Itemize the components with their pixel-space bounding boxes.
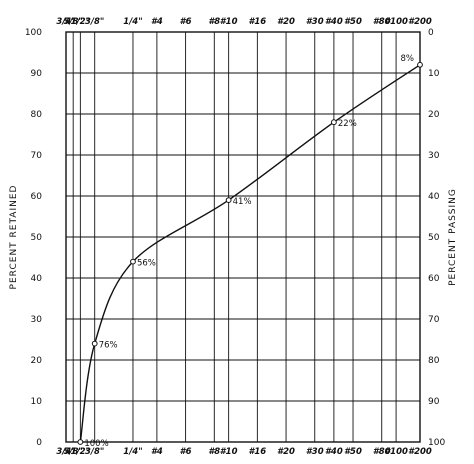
data-label: 76% <box>99 341 118 351</box>
sieve-label-top: 1/4" <box>123 17 142 27</box>
sieve-label-bottom: #4 <box>151 447 163 457</box>
y-tick-left: 60 <box>31 192 43 202</box>
sieve-label-top: #40 <box>325 17 343 27</box>
sieve-label-top: #10 <box>220 17 238 27</box>
y-tick-right: 70 <box>428 315 440 325</box>
grid <box>65 31 421 443</box>
sieve-label-bottom: 3/4" <box>56 447 75 457</box>
y-tick-right: 50 <box>428 233 440 243</box>
gradation-curve: 100% 76% 56% 41% 22% 8% <box>77 54 423 449</box>
sieve-label-top: 1/2" <box>71 17 90 27</box>
y-tick-left: 100 <box>25 28 42 38</box>
y-tick-right: 40 <box>428 192 440 202</box>
sieve-label-bottom: #80 <box>373 447 391 457</box>
sieve-label-bottom: #10 <box>220 447 238 457</box>
sieve-label-bottom: #20 <box>277 447 295 457</box>
data-point <box>77 439 84 445</box>
sieve-label-top: 3/4" <box>56 17 75 27</box>
sieve-label-bottom: 1/2" <box>71 447 90 457</box>
y-tick-left: 10 <box>31 397 43 407</box>
sieve-label-bottom: #16 <box>248 447 266 457</box>
sieve-label-top: #4 <box>151 17 163 27</box>
y-tick-left: 50 <box>31 233 43 243</box>
sieve-label-bottom: #40 <box>325 447 343 457</box>
y-tick-right: 90 <box>428 397 440 407</box>
sieve-label-bottom: 1/4" <box>123 447 142 457</box>
y-tick-right: 30 <box>428 151 440 161</box>
sieve-label-bottom: 3/8" <box>85 447 104 457</box>
y-axis-title-left: PERCENT RETAINED <box>9 185 19 290</box>
sieve-label-bottom: 5/8" <box>63 447 82 457</box>
sieve-label-top: 5/8" <box>63 17 82 27</box>
data-point <box>330 119 337 126</box>
y-tick-right: 0 <box>428 28 434 38</box>
sieve-label-top: 3/8" <box>85 17 104 27</box>
y-tick-left: 70 <box>31 151 43 161</box>
data-label: 22% <box>338 119 357 129</box>
y-tick-right: 100 <box>428 438 445 448</box>
sieve-label-top: #30 <box>306 17 324 27</box>
sieve-label-top: #16 <box>248 17 266 27</box>
data-point <box>91 340 98 347</box>
y-tick-left: 0 <box>36 438 42 448</box>
data-point <box>417 61 423 68</box>
plot-frame <box>65 31 421 443</box>
y-tick-left: 30 <box>31 315 43 325</box>
sieve-label-top: #20 <box>277 17 295 27</box>
sieve-label-bottom: #8 <box>208 447 220 457</box>
sieve-label-bottom: #50 <box>344 447 362 457</box>
y-axis-title-right: PERCENT PASSING <box>448 188 458 286</box>
data-label: 41% <box>233 197 252 207</box>
sieve-label-bottom: #100 <box>384 447 408 457</box>
y-tick-right: 80 <box>428 356 440 366</box>
sieve-label-top: #80 <box>373 17 391 27</box>
y-tick-right: 10 <box>428 69 440 79</box>
sieve-label-bottom: #30 <box>306 447 324 457</box>
sieve-label-bottom: #200 <box>408 447 432 457</box>
data-point <box>225 197 232 204</box>
sieve-label-bottom: #6 <box>180 447 192 457</box>
curve-line <box>79 64 421 443</box>
data-label: 8% <box>401 54 415 64</box>
y-tick-left: 80 <box>31 110 43 120</box>
sieve-label-top: #200 <box>408 17 432 27</box>
sieve-label-top: #6 <box>180 17 192 27</box>
y-tick-left: 90 <box>31 69 43 79</box>
sieve-label-top: #8 <box>208 17 220 27</box>
sieve-label-top: #50 <box>344 17 362 27</box>
y-tick-right: 20 <box>428 110 440 120</box>
sieve-label-top: #100 <box>384 17 408 27</box>
data-label: 56% <box>137 259 156 269</box>
y-tick-left: 20 <box>31 356 43 366</box>
y-tick-left: 40 <box>31 274 43 284</box>
data-label: 100% <box>84 439 108 449</box>
y-tick-right: 60 <box>428 274 440 284</box>
data-point <box>130 258 136 265</box>
